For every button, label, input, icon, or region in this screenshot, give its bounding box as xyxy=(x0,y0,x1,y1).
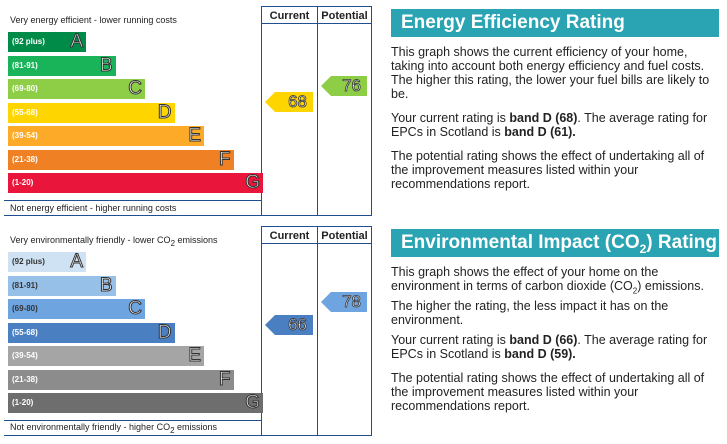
band-letter: G xyxy=(245,392,261,413)
panel-description: This graph shows the current efficiency … xyxy=(391,45,710,101)
divider xyxy=(371,6,372,216)
band-letter: F xyxy=(218,148,231,170)
band-range: (55-68) xyxy=(12,107,38,117)
band-letter: E xyxy=(188,345,202,366)
band-range: (69-80) xyxy=(12,84,38,93)
band-range: (1-20) xyxy=(12,178,34,187)
band-letter: C xyxy=(128,78,143,99)
divider xyxy=(4,200,261,201)
current-rating-text: Your current rating is band D (68). The … xyxy=(391,111,708,139)
divider xyxy=(4,420,261,421)
band-d: (55-68) D xyxy=(8,321,175,343)
panel-title: Energy Efficiency Rating xyxy=(391,9,719,37)
divider xyxy=(317,226,318,436)
environmental-impact-chart: Current Potential Very environmentally f… xyxy=(4,226,372,438)
chart-top-label: Very environmentally friendly - lower CO… xyxy=(10,235,218,248)
current-rating-value: 66 xyxy=(288,315,308,335)
band-range: (55-68) xyxy=(12,327,38,337)
band-range: (92 plus) xyxy=(12,257,45,266)
band-g: (1-20) G xyxy=(8,392,263,413)
band-f: (21-38) F xyxy=(8,148,234,170)
band-g: (1-20) G xyxy=(8,172,263,193)
divider xyxy=(317,6,318,216)
band-e: (39-54) E xyxy=(8,345,204,366)
band-f: (21-38) F xyxy=(8,368,234,390)
band-range: (1-20) xyxy=(12,398,34,407)
band-range: (21-38) xyxy=(12,154,38,164)
band-b: (81-91) B xyxy=(8,274,116,296)
potential-rating-arrow: 76 xyxy=(321,76,367,97)
divider xyxy=(261,226,262,436)
divider xyxy=(261,6,262,216)
current-header: Current xyxy=(269,230,310,242)
potential-header: Potential xyxy=(321,10,368,22)
current-rating-arrow: 66 xyxy=(265,315,313,336)
divider xyxy=(4,215,372,216)
band-a: (92 plus) A xyxy=(8,251,86,272)
band-b: (81-91) B xyxy=(8,54,116,76)
band-range: (81-91) xyxy=(12,60,38,70)
band-c: (69-80) C xyxy=(8,78,145,99)
divider xyxy=(261,243,372,244)
band-letter: B xyxy=(99,54,113,76)
current-rating-value: 68 xyxy=(288,91,308,112)
potential-rating-text: The potential rating shows the effect of… xyxy=(391,371,705,413)
potential-rating-value: 76 xyxy=(342,76,362,96)
band-e: (39-54) E xyxy=(8,125,204,146)
divider xyxy=(371,226,372,436)
potential-header: Potential xyxy=(321,230,368,242)
band-d: (55-68) D xyxy=(8,101,175,123)
band-a: (92 plus) A xyxy=(8,31,86,52)
current-rating-arrow: 68 xyxy=(265,92,313,112)
divider xyxy=(4,435,372,436)
chart-bottom-label: Not energy efficient - higher running co… xyxy=(10,203,177,213)
band-letter: F xyxy=(218,368,231,390)
band-range: (39-54) xyxy=(12,131,38,140)
band-letter: B xyxy=(99,274,113,296)
potential-rating-value: 78 xyxy=(342,292,362,312)
band-range: (81-91) xyxy=(12,280,38,290)
current-rating-text: Your current rating is band D (66). The … xyxy=(391,333,708,361)
band-range: (92 plus) xyxy=(12,37,45,46)
band-letter: D xyxy=(157,101,172,123)
divider xyxy=(261,226,372,227)
band-letter: A xyxy=(70,31,84,52)
band-letter: D xyxy=(157,321,172,343)
potential-rating-text: The potential rating shows the effect of… xyxy=(391,149,705,191)
divider xyxy=(261,23,372,24)
band-range: (69-80) xyxy=(12,304,38,313)
band-letter: A xyxy=(70,251,84,272)
band-c: (69-80) C xyxy=(8,298,145,319)
divider xyxy=(261,6,372,7)
band-letter: E xyxy=(188,125,202,146)
chart-top-label: Very energy efficient - lower running co… xyxy=(10,15,177,25)
band-range: (39-54) xyxy=(12,351,38,360)
band-letter: C xyxy=(128,298,143,319)
band-letter: G xyxy=(245,172,261,193)
band-range: (21-38) xyxy=(12,374,38,384)
potential-rating-arrow: 78 xyxy=(321,292,367,313)
energy-efficiency-chart: Current Potential Very energy efficient … xyxy=(4,6,372,218)
chart-bottom-label: Not environmentally friendly - higher CO… xyxy=(10,422,218,435)
panel-title: Environmental Impact (CO2) Rating xyxy=(391,229,719,257)
panel-description: This graph shows the effect of your home… xyxy=(391,265,704,327)
current-header: Current xyxy=(269,10,310,22)
